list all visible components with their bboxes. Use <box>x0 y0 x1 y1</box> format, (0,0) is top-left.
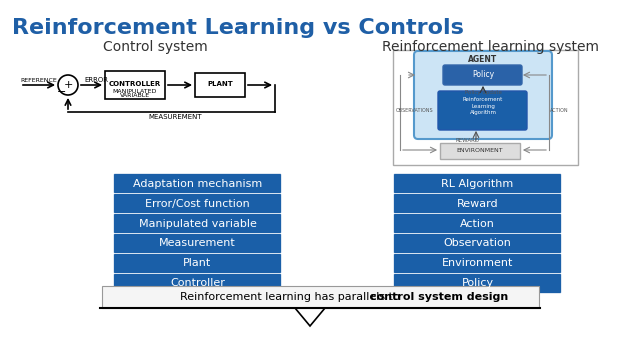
Text: OBSERVATIONS: OBSERVATIONS <box>396 108 434 112</box>
Text: Reinforcement Learning vs Controls: Reinforcement Learning vs Controls <box>12 18 464 38</box>
Text: MEASUREMENT: MEASUREMENT <box>148 114 202 120</box>
Text: ACTION: ACTION <box>550 108 568 112</box>
Text: Policy: Policy <box>472 69 494 78</box>
Text: control system design: control system design <box>370 292 508 302</box>
Text: MANIPULATED: MANIPULATED <box>113 89 157 94</box>
Text: Observation: Observation <box>444 239 511 248</box>
Text: Measurement: Measurement <box>159 239 236 248</box>
FancyBboxPatch shape <box>113 253 282 274</box>
Text: Policy: Policy <box>461 279 493 288</box>
Text: Action: Action <box>460 219 495 229</box>
FancyBboxPatch shape <box>113 213 282 234</box>
Text: Reinforcement
Learning
Algorithm: Reinforcement Learning Algorithm <box>463 97 503 115</box>
Text: CONTROLLER: CONTROLLER <box>109 81 161 87</box>
FancyBboxPatch shape <box>394 213 561 234</box>
FancyBboxPatch shape <box>414 51 552 139</box>
FancyBboxPatch shape <box>443 65 522 85</box>
Text: Environment: Environment <box>442 258 513 269</box>
Text: +: + <box>63 80 73 90</box>
Text: Controller: Controller <box>170 279 225 288</box>
FancyBboxPatch shape <box>113 194 282 213</box>
FancyBboxPatch shape <box>113 174 282 194</box>
Text: Reinforcement learning system: Reinforcement learning system <box>381 40 598 54</box>
FancyBboxPatch shape <box>438 91 527 130</box>
FancyBboxPatch shape <box>394 274 561 293</box>
Text: ERROR: ERROR <box>84 77 108 83</box>
Text: Policy update: Policy update <box>465 90 501 95</box>
Text: REFERENCE: REFERENCE <box>20 78 57 83</box>
Text: PLANT: PLANT <box>207 81 233 87</box>
Text: Reward: Reward <box>457 198 499 208</box>
FancyBboxPatch shape <box>102 286 539 308</box>
FancyBboxPatch shape <box>394 253 561 274</box>
Text: Plant: Plant <box>184 258 212 269</box>
Text: Manipulated variable: Manipulated variable <box>139 219 257 229</box>
FancyBboxPatch shape <box>393 50 578 165</box>
Text: AGENT: AGENT <box>468 55 498 64</box>
Text: VARIABLE: VARIABLE <box>120 93 150 98</box>
FancyBboxPatch shape <box>394 234 561 253</box>
Text: Error/Cost function: Error/Cost function <box>145 198 250 208</box>
FancyBboxPatch shape <box>195 73 245 97</box>
Text: REWARD: REWARD <box>456 138 480 143</box>
FancyBboxPatch shape <box>113 234 282 253</box>
FancyBboxPatch shape <box>394 194 561 213</box>
Text: −: − <box>58 87 67 97</box>
Text: Reinforcement learning has parallels to: Reinforcement learning has parallels to <box>180 292 403 302</box>
Text: Adaptation mechanism: Adaptation mechanism <box>133 179 262 189</box>
FancyBboxPatch shape <box>105 71 165 99</box>
FancyBboxPatch shape <box>440 143 520 159</box>
Text: ENVIRONMENT: ENVIRONMENT <box>457 148 503 153</box>
FancyBboxPatch shape <box>394 174 561 194</box>
FancyBboxPatch shape <box>113 274 282 293</box>
Text: RL Algorithm: RL Algorithm <box>442 179 514 189</box>
Text: Control system: Control system <box>102 40 207 54</box>
